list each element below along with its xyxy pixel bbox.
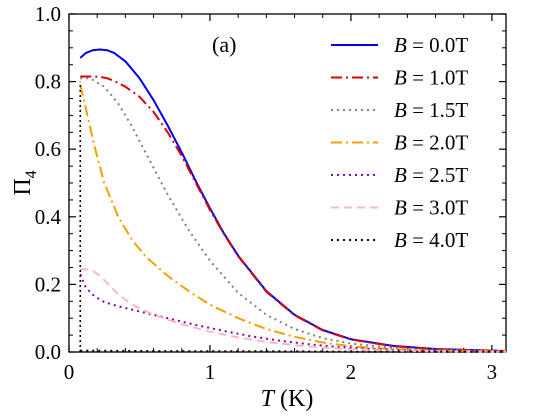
legend-label: B = 3.0T [394, 196, 468, 220]
legend-label: B = 0.0T [394, 33, 468, 57]
y-tick-label: 0.2 [35, 272, 61, 296]
legend-variable: B [394, 228, 407, 252]
legend-variable: B [394, 98, 407, 122]
x-tick-label: 0 [64, 360, 75, 384]
x-axis-label-variable: T [261, 386, 276, 412]
legend-label: B = 4.0T [394, 228, 468, 252]
x-axis-label: T (K) [261, 386, 314, 412]
legend-value: = 2.0T [407, 131, 469, 155]
y-axis-label: Π4 [10, 170, 40, 195]
series-line [80, 268, 506, 353]
x-axis-label-unit: (K) [274, 386, 313, 412]
legend-label: B = 1.0T [394, 66, 468, 90]
y-tick-label: 1.0 [35, 2, 61, 26]
legend-value: = 1.0T [407, 66, 469, 90]
x-tick-label: 2 [346, 360, 357, 384]
series-line [79, 48, 507, 352]
series-line [80, 349, 506, 353]
legend-value: = 0.0T [407, 33, 469, 57]
panel-label: (a) [212, 32, 236, 57]
y-axis-label-subscript: 4 [23, 170, 40, 178]
x-tick-label: 3 [487, 360, 498, 384]
y-tick-labels: 0.0 0.2 0.4 0.6 0.8 1.0 [35, 2, 62, 364]
legend-variable: B [394, 33, 407, 57]
legend-value: = 2.5T [407, 163, 469, 187]
legend-label: B = 1.5T [394, 98, 468, 122]
legend-value: = 3.0T [407, 196, 469, 220]
legend-label: B = 2.0T [394, 131, 468, 155]
legend-label: B = 2.5T [394, 163, 468, 187]
legend-value: = 1.5T [407, 98, 469, 122]
series-layer [79, 48, 507, 353]
legend-value: = 4.0T [407, 228, 469, 252]
y-tick-label: 0.4 [35, 205, 62, 229]
series-line [80, 75, 507, 352]
legend-variable: B [394, 66, 407, 90]
y-tick-label: 0.6 [35, 137, 61, 161]
legend-variable: B [394, 131, 407, 155]
legend: B = 0.0TB = 1.0TB = 1.5TB = 2.0TB = 2.5T… [331, 33, 468, 252]
axis-ticks [68, 13, 506, 353]
y-tick-label: 0.8 [35, 70, 61, 94]
x-tick-labels: 0 1 2 3 [64, 360, 497, 384]
legend-variable: B [394, 163, 407, 187]
legend-variable: B [394, 196, 407, 220]
y-tick-label: 0.0 [35, 340, 61, 364]
x-tick-label: 1 [205, 360, 216, 384]
y-axis-label-symbol: Π [10, 178, 36, 195]
series-line [79, 273, 507, 353]
